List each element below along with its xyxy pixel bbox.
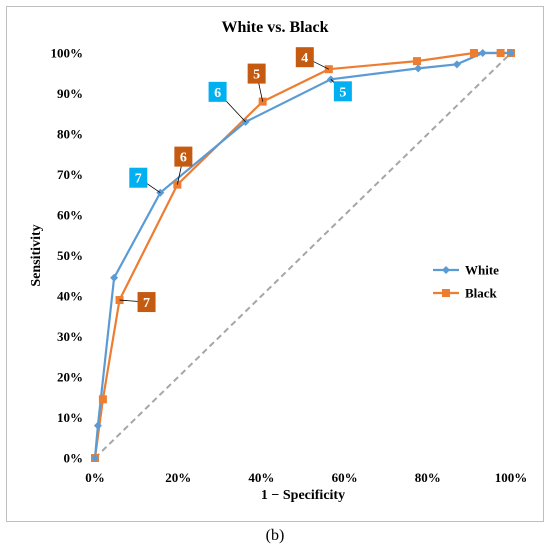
annotation-box — [208, 81, 227, 102]
annotation-label: 6 — [214, 86, 221, 101]
x-axis-label: 1 − Specificity — [261, 488, 345, 503]
series-line-white — [93, 51, 511, 459]
chart-title: White vs. Black — [221, 19, 328, 36]
y-tick-label: 0% — [64, 451, 84, 466]
x-tick-label: 0% — [85, 470, 105, 485]
y-tick-label: 10% — [57, 410, 83, 425]
y-tick-label: 90% — [57, 86, 83, 101]
roc-chart: White vs. Black0%10%20%30%40%50%60%70%80… — [29, 19, 528, 503]
annotation-box — [295, 47, 314, 68]
x-tick-label: 100% — [495, 470, 528, 485]
y-tick-label: 80% — [57, 127, 83, 142]
x-tick-label: 80% — [415, 470, 441, 485]
data-point-white — [110, 273, 119, 282]
data-point-white — [452, 60, 461, 69]
figure-caption: (b) — [265, 527, 285, 544]
chart-frame — [6, 6, 544, 522]
y-tick-label: 40% — [57, 289, 83, 304]
annotation-box — [333, 81, 352, 102]
legend-marker-white — [442, 266, 450, 274]
annotation-label: 5 — [253, 68, 260, 83]
annotation-box — [174, 146, 193, 167]
data-point-black — [98, 395, 107, 404]
data-point-black — [469, 49, 478, 57]
legend-marker-black — [442, 289, 450, 297]
data-point-black — [496, 49, 505, 57]
y-tick-label: 70% — [57, 167, 83, 182]
data-point-white — [478, 49, 487, 57]
annotation-box — [137, 292, 156, 313]
annotation-label: 6 — [180, 151, 187, 166]
data-point-white — [414, 64, 423, 73]
data-point-white — [507, 49, 515, 57]
x-tick-label: 40% — [248, 470, 274, 485]
annotation-label: 7 — [135, 172, 142, 187]
reference-diagonal-line — [94, 52, 512, 459]
y-axis-label: Sensitivity — [29, 224, 44, 286]
y-tick-label: 60% — [57, 208, 83, 223]
x-tick-label: 20% — [165, 470, 191, 485]
y-tick-label: 30% — [57, 329, 83, 344]
x-tick-label: 60% — [332, 470, 358, 485]
annotation-box — [247, 63, 266, 84]
annotation-label: 4 — [301, 51, 308, 66]
y-tick-label: 100% — [51, 46, 84, 61]
y-tick-label: 20% — [57, 370, 83, 385]
y-tick-label: 50% — [57, 248, 83, 263]
annotation-label: 5 — [339, 85, 346, 100]
legend-label-black: Black — [465, 286, 498, 301]
legend-label-white: White — [465, 263, 499, 278]
data-point-white — [93, 421, 102, 430]
annotation-label: 7 — [143, 296, 150, 311]
annotation-box — [129, 167, 148, 188]
data-point-white — [91, 454, 99, 462]
data-point-black — [412, 57, 421, 66]
